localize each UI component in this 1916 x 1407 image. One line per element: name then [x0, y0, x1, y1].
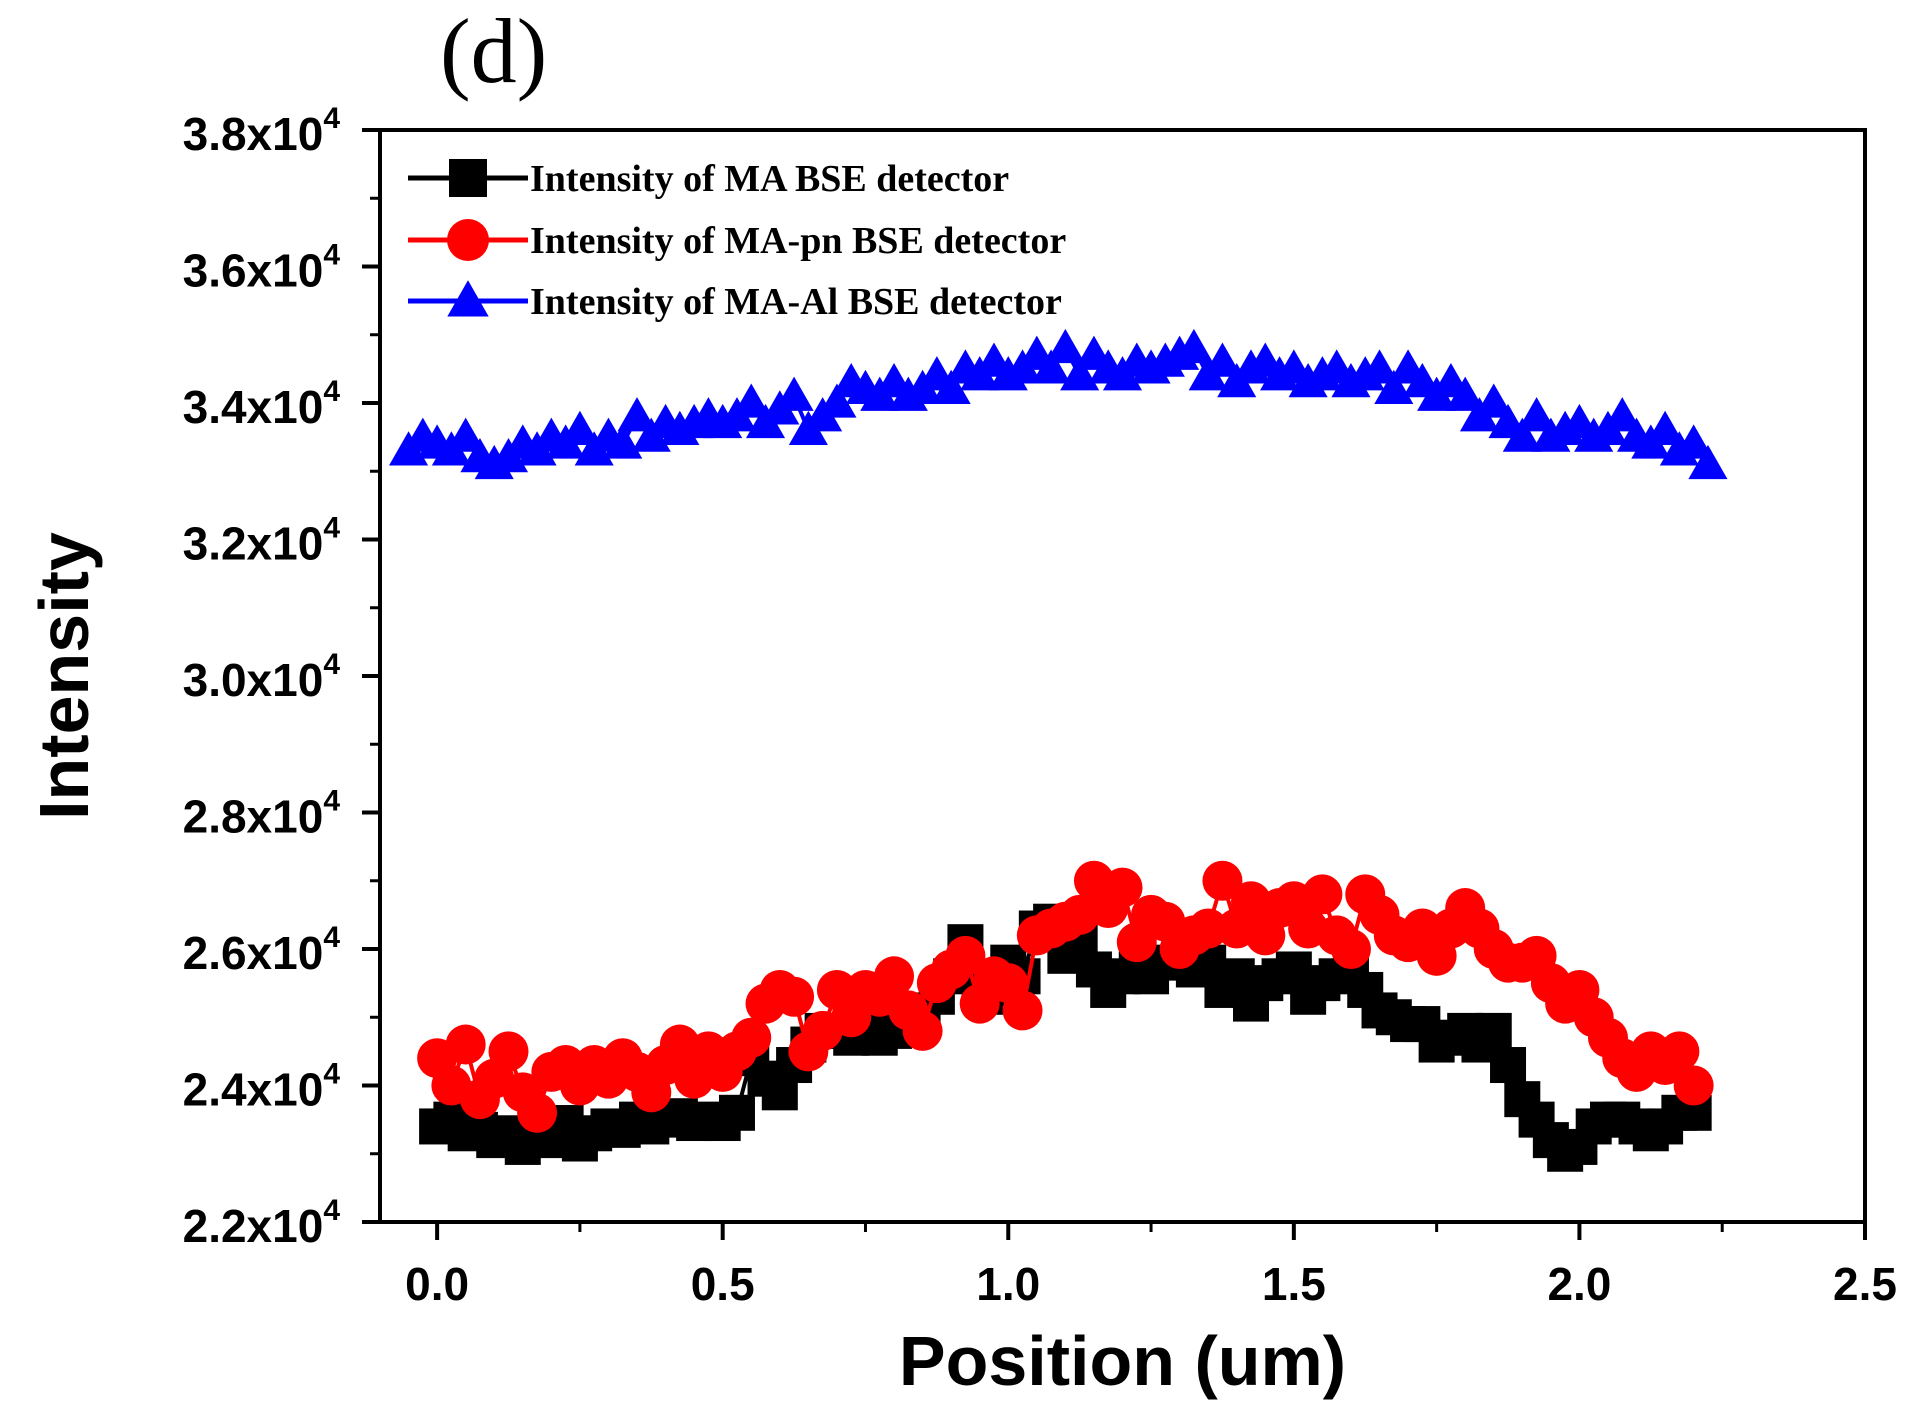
- data-point: [1674, 424, 1714, 459]
- data-point: [517, 1092, 558, 1133]
- data-point: [446, 417, 486, 452]
- data-point: [774, 376, 814, 411]
- y-tick-label: 2.8x104: [183, 785, 341, 843]
- legend-marker: [447, 219, 489, 261]
- x-tick-label: 2.5: [1833, 1258, 1897, 1310]
- series-2: [417, 860, 1714, 1133]
- data-point: [731, 1017, 772, 1058]
- data-point: [1031, 349, 1071, 384]
- data-point: [718, 1094, 755, 1131]
- data-point: [1330, 929, 1371, 969]
- y-tick-label: 2.6x104: [183, 921, 341, 979]
- x-axis: 0.0 0.5 1.0 1.5 2.0 2.5: [405, 1222, 1897, 1310]
- data-point: [445, 1024, 486, 1065]
- data-point: [1490, 1047, 1527, 1084]
- data-point: [603, 424, 643, 459]
- x-axis-title: Position (um): [899, 1322, 1346, 1400]
- series-3: [389, 328, 1728, 480]
- y-tick-label: 3.2x104: [183, 512, 341, 570]
- y-tick-label: 3.4x104: [183, 375, 341, 433]
- data-point: [945, 935, 986, 976]
- data-point: [1188, 908, 1229, 949]
- data-point: [1060, 356, 1100, 391]
- y-tick-label: 3.6x104: [183, 239, 341, 297]
- data-point: [731, 383, 771, 418]
- x-tick-label: 2.0: [1547, 1258, 1611, 1310]
- series-layer: [389, 328, 1728, 1172]
- y-tick-label: 3.8x104: [183, 102, 341, 160]
- data-point: [1359, 349, 1400, 384]
- data-point: [1002, 990, 1043, 1031]
- data-point: [1475, 1012, 1512, 1049]
- data-point: [817, 383, 857, 418]
- data-point: [1474, 383, 1514, 418]
- legend-label: Intensity of MA BSE detector: [530, 158, 1009, 200]
- data-point: [560, 410, 600, 445]
- data-point: [1202, 342, 1243, 377]
- data-point: [1102, 867, 1143, 908]
- data-point: [1517, 397, 1557, 432]
- x-tick-label: 1.0: [976, 1258, 1040, 1310]
- data-point: [874, 956, 915, 997]
- data-point: [1673, 1065, 1714, 1106]
- y-tick-label: 2.2x104: [183, 1194, 341, 1252]
- x-tick-label: 0.0: [405, 1258, 469, 1310]
- data-point: [1688, 444, 1728, 480]
- data-point: [617, 397, 657, 432]
- data-point: [1374, 369, 1414, 405]
- data-point: [1174, 328, 1214, 364]
- data-point: [1502, 417, 1542, 452]
- y-axis-title: Intensity: [25, 532, 103, 820]
- data-point: [488, 1031, 529, 1072]
- data-point: [1045, 328, 1085, 364]
- data-point: [1202, 860, 1243, 901]
- legend-label: Intensity of MA-Al BSE detector: [530, 281, 1062, 323]
- y-tick-label: 3.0x104: [183, 648, 341, 706]
- data-point: [1302, 874, 1343, 915]
- data-point: [774, 976, 815, 1017]
- data-point: [1445, 376, 1485, 411]
- legend-marker: [447, 280, 489, 317]
- y-tick-label: 2.4x104: [183, 1058, 341, 1116]
- legend: Intensity of MA BSE detector Intensity of…: [408, 158, 1066, 323]
- data-point: [902, 1010, 943, 1051]
- data-point: [1645, 410, 1685, 445]
- legend-label: Intensity of MA-pn BSE detector: [530, 220, 1066, 262]
- data-point: [1602, 397, 1642, 432]
- x-tick-label: 0.5: [691, 1258, 755, 1310]
- data-point: [931, 369, 971, 405]
- x-tick-label: 1.5: [1262, 1258, 1326, 1310]
- data-point: [1659, 1031, 1700, 1072]
- panel-label: (d): [440, 0, 547, 102]
- legend-marker: [449, 159, 487, 197]
- y-axis: 2.2x104 2.4x104 2.6x104 2.8x104 3.0x104 3.2x1…: [183, 102, 380, 1252]
